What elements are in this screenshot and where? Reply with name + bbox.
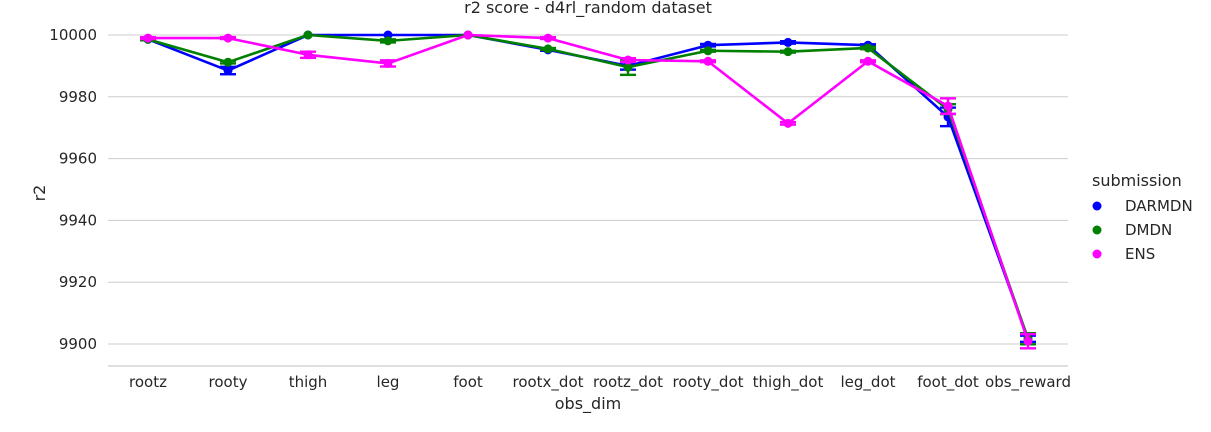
data-point — [223, 33, 233, 43]
legend-label: DARMDN — [1125, 197, 1193, 215]
x-tick-label: leg — [377, 373, 400, 391]
chart-title: r2 score - d4rl_random dataset — [464, 0, 712, 18]
x-tick-label: foot_dot — [917, 373, 979, 392]
data-point — [303, 50, 313, 60]
x-tick-label: rootz — [129, 373, 167, 391]
data-point — [383, 36, 393, 46]
legend-title: submission — [1092, 171, 1182, 190]
data-point — [943, 101, 953, 111]
data-point — [303, 30, 313, 40]
x-tick-label: rooty_dot — [672, 373, 743, 392]
y-axis-ticks: 9900 9920 9940 9960 9980 10000 — [49, 26, 97, 353]
x-tick-label: rooty — [209, 373, 248, 391]
data-point — [623, 55, 633, 65]
data-point — [223, 57, 233, 67]
series-line — [147, 33, 1030, 340]
y-tick-label: 9980 — [59, 88, 97, 106]
x-tick-label: leg_dot — [841, 373, 896, 392]
data-point — [703, 56, 713, 66]
series-ens — [140, 30, 1036, 350]
x-tick-label: thigh — [289, 373, 328, 391]
data-point — [783, 37, 793, 47]
series-line — [147, 33, 1030, 340]
y-axis-title: r2 — [30, 185, 49, 202]
y-tick-label: 10000 — [49, 26, 97, 44]
series-line — [148, 33, 1030, 342]
data-point — [383, 58, 393, 68]
y-tick-label: 9960 — [59, 150, 97, 168]
legend-label: ENS — [1125, 245, 1155, 263]
x-tick-label: rootz_dot — [593, 373, 663, 392]
data-point — [783, 47, 793, 57]
y-tick-label: 9940 — [59, 211, 97, 229]
legend-marker — [1092, 249, 1102, 259]
data-point — [543, 33, 553, 43]
series-darmdn — [140, 30, 1036, 344]
x-tick-label: foot — [453, 373, 483, 391]
x-axis-ticks: rootz rooty thigh leg foot rootx_dot rootz_dot… — [129, 373, 1071, 392]
y-tick-label: 9900 — [59, 335, 97, 353]
data-point — [623, 62, 633, 72]
data-point — [223, 66, 233, 76]
grid-lines — [108, 34, 1068, 345]
y-tick-label: 9920 — [59, 273, 97, 291]
legend-marker — [1092, 225, 1102, 235]
legend: submission DARMDN DMDN ENS — [1092, 171, 1193, 263]
data-point — [863, 56, 873, 66]
data-point — [143, 33, 153, 43]
series-dmdn — [140, 30, 1036, 346]
data-point — [863, 43, 873, 53]
data-point — [703, 46, 713, 56]
data-point — [783, 118, 793, 128]
x-tick-label: rootx_dot — [512, 373, 583, 392]
x-tick-label: obs_reward — [985, 373, 1071, 392]
data-point — [1023, 336, 1033, 346]
series-layer — [140, 30, 1036, 350]
data-point — [463, 30, 473, 40]
x-tick-label: thigh_dot — [753, 373, 824, 392]
legend-label: DMDN — [1125, 221, 1172, 239]
data-point — [543, 44, 553, 54]
legend-marker — [1092, 201, 1102, 211]
x-axis-title: obs_dim — [555, 394, 621, 414]
